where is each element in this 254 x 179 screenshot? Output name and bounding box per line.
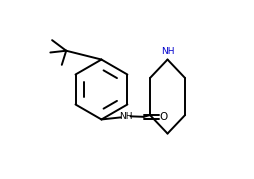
Text: NH: NH [119, 112, 133, 121]
Text: NH: NH [161, 47, 174, 56]
Text: O: O [160, 112, 168, 122]
